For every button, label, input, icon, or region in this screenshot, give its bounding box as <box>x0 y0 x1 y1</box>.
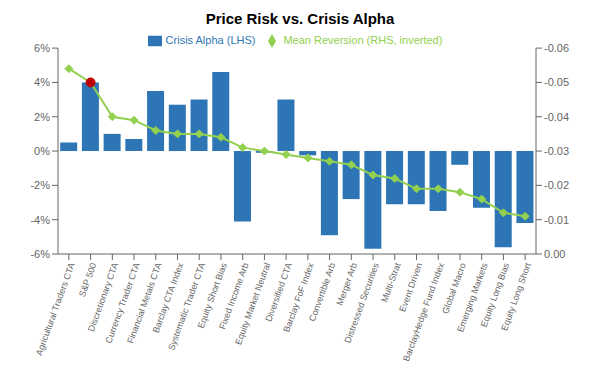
svg-text:-2%: -2% <box>30 179 50 191</box>
svg-text:Systematic Trader CTA: Systematic Trader CTA <box>166 261 207 351</box>
svg-text:Barclay CTA Index: Barclay CTA Index <box>150 261 186 335</box>
svg-text:-0.06: -0.06 <box>544 42 569 54</box>
svg-text:Merger Arb: Merger Arb <box>335 261 360 306</box>
svg-text:Equity Long Bias: Equity Long Bias <box>478 261 512 329</box>
svg-text:Equity Market Neutral: Equity Market Neutral <box>233 261 272 346</box>
svg-text:2%: 2% <box>34 111 50 123</box>
svg-text:Distressed Securities: Distressed Securities <box>343 261 381 344</box>
svg-text:0%: 0% <box>34 145 50 157</box>
svg-text:6%: 6% <box>34 42 50 54</box>
html-text:Mean Reversion (RHS, inverted): Mean Reversion (RHS, inverted) <box>283 34 443 46</box>
svg-text:Multi-Strat: Multi-Strat <box>379 261 403 303</box>
svg-text:Global Macro: Global Macro <box>440 261 468 316</box>
svg-text:-4%: -4% <box>30 214 50 226</box>
svg-text:Fixed Income Arb: Fixed Income Arb <box>217 261 251 331</box>
svg-text:Emerging Markets: Emerging Markets <box>455 261 490 334</box>
svg-text:Discretionary CTA: Discretionary CTA <box>86 261 121 333</box>
svg-text:-6%: -6% <box>30 248 50 260</box>
svg-text:Currency Trader CTA: Currency Trader CTA <box>103 261 142 345</box>
svg-text:-0.03: -0.03 <box>544 145 569 157</box>
svg-text:S&P 500: S&P 500 <box>77 261 98 298</box>
svg-text:-0.05: -0.05 <box>544 76 569 88</box>
svg-text:Agricultural Traders CTA: Agricultural Traders CTA <box>34 261 77 356</box>
svg-text:Barclay FoF Index: Barclay FoF Index <box>281 261 316 334</box>
svg-text:4%: 4% <box>34 76 50 88</box>
html-text:Price Risk vs. Crisis Alpha: Price Risk vs. Crisis Alpha <box>205 10 395 27</box>
svg-text:-0.04: -0.04 <box>544 111 569 123</box>
svg-text:-0.02: -0.02 <box>544 179 569 191</box>
svg-text:Event Driven: Event Driven <box>397 261 425 314</box>
svg-text:Equity Short Bias: Equity Short Bias <box>195 261 229 330</box>
svg-text:Financial Metals CTA: Financial Metals CTA <box>125 261 164 345</box>
svg-text:0.00: 0.00 <box>544 248 565 260</box>
html-text:Crisis Alpha (LHS): Crisis Alpha (LHS) <box>165 34 256 46</box>
svg-text:Convertible Arb: Convertible Arb <box>307 261 337 322</box>
svg-text:-0.01: -0.01 <box>544 214 569 226</box>
svg-text:BarclayHedge Fund Index: BarclayHedge Fund Index <box>401 261 447 363</box>
svg-text:Equity Long Short: Equity Long Short <box>499 261 533 332</box>
svg-text:Diversified CTA: Diversified CTA <box>263 261 294 323</box>
